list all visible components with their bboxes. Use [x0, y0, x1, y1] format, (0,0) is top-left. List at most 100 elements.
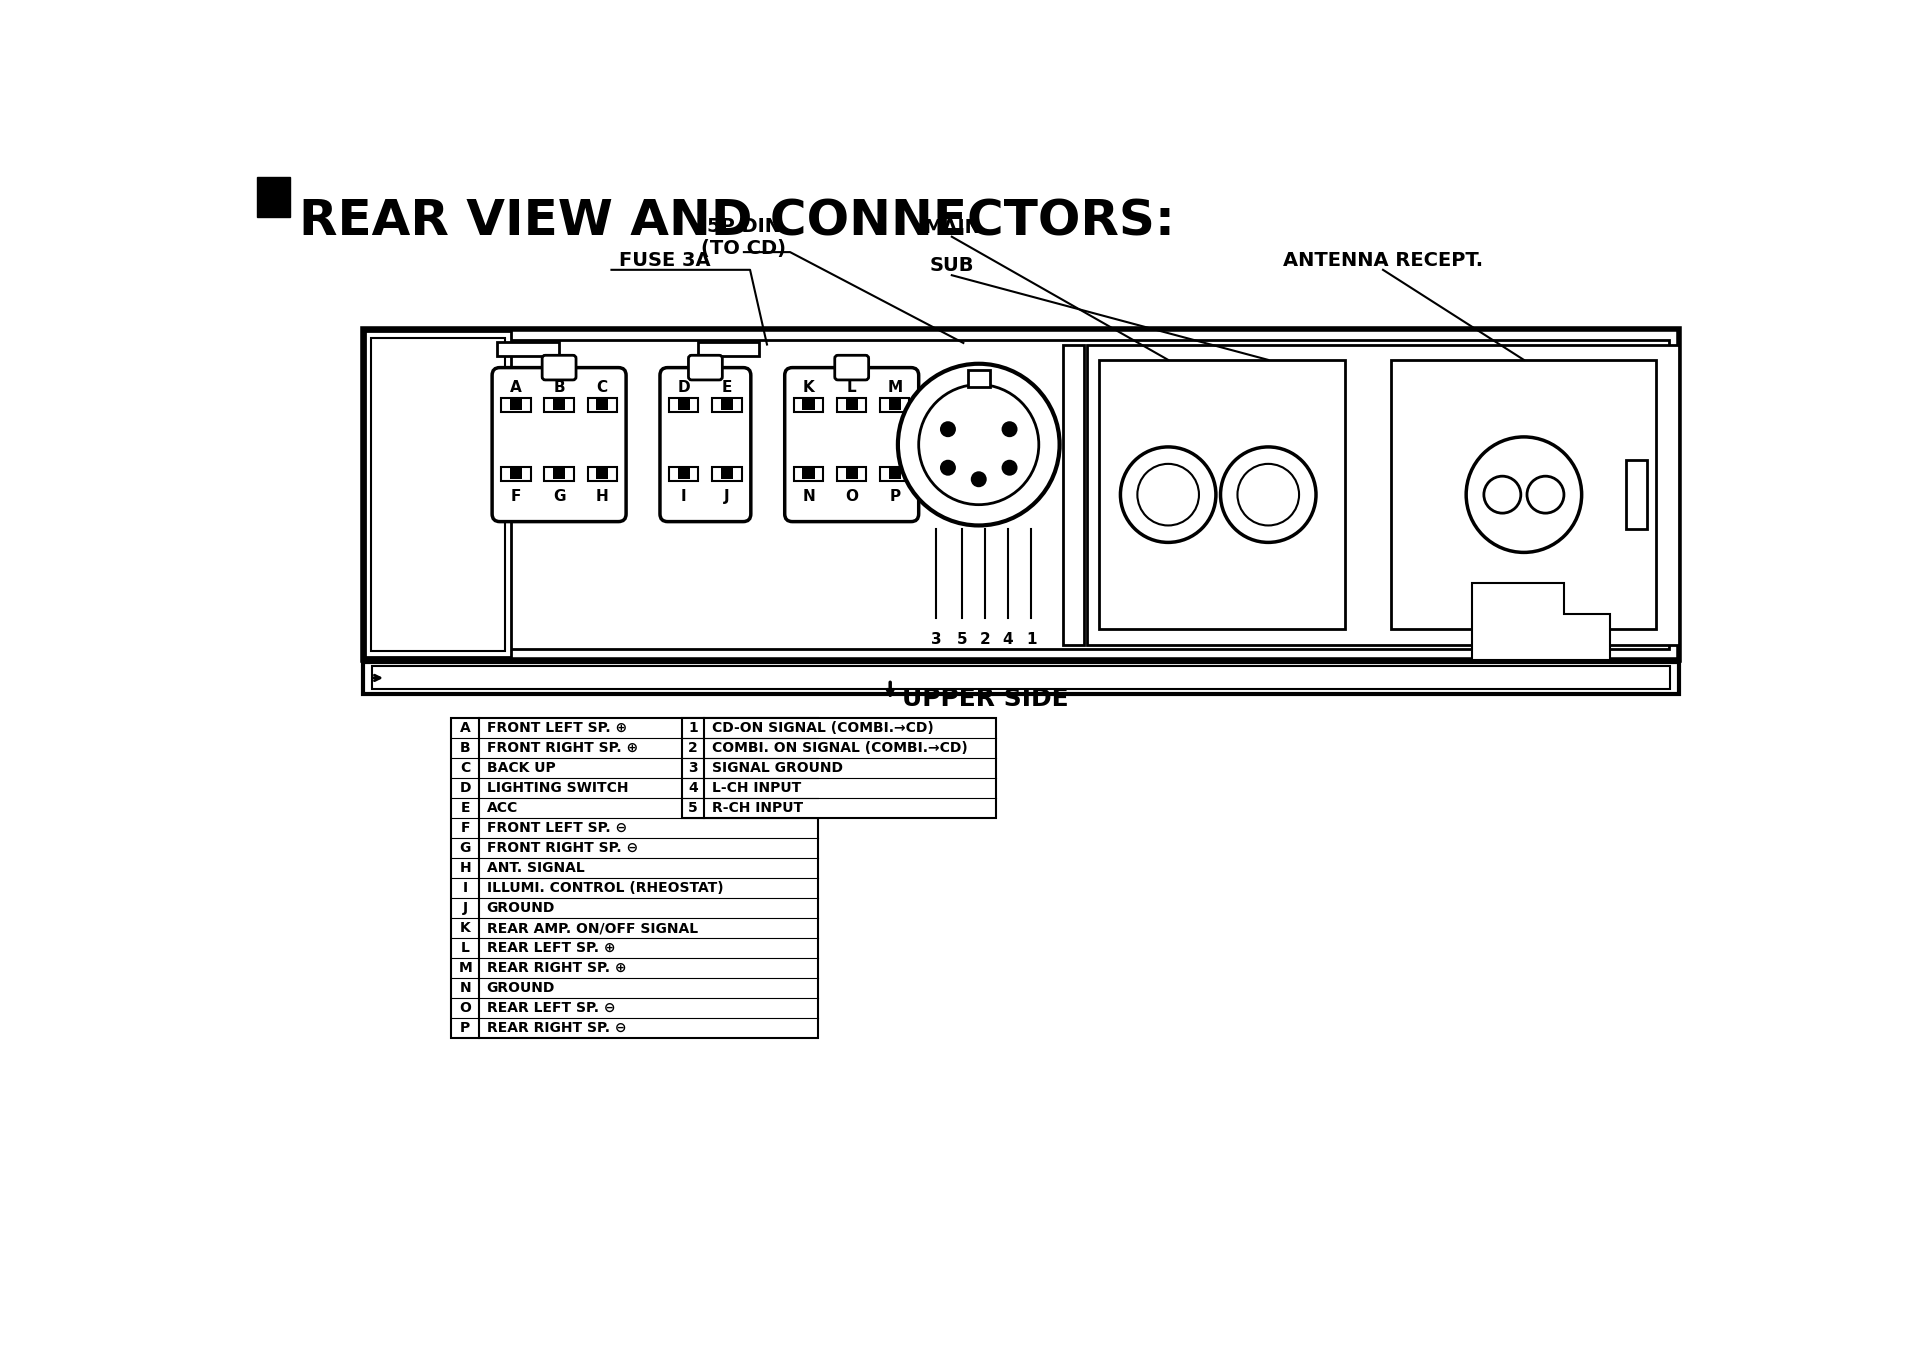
Text: C: C — [460, 761, 470, 776]
Bar — [802, 399, 815, 410]
Text: FUSE 3A: FUSE 3A — [619, 251, 710, 270]
Circle shape — [1121, 447, 1216, 542]
Bar — [682, 718, 996, 818]
FancyBboxPatch shape — [834, 356, 869, 380]
Text: G: G — [460, 841, 472, 855]
Circle shape — [941, 461, 954, 474]
Bar — [498, 342, 559, 356]
Text: K: K — [802, 380, 815, 395]
Text: 1: 1 — [689, 721, 699, 735]
Circle shape — [1527, 476, 1563, 512]
Text: ANT. SIGNAL: ANT. SIGNAL — [487, 861, 584, 875]
Text: FRONT RIGHT SP. ⊕: FRONT RIGHT SP. ⊕ — [487, 741, 638, 755]
Text: UPPER SIDE: UPPER SIDE — [901, 687, 1069, 711]
Text: A: A — [510, 380, 521, 395]
Text: 3: 3 — [689, 761, 699, 776]
Bar — [1063, 345, 1084, 645]
Text: O: O — [846, 489, 859, 504]
Text: CD-ON SIGNAL (COMBI.→CD): CD-ON SIGNAL (COMBI.→CD) — [712, 721, 934, 735]
Bar — [374, 339, 1668, 649]
Text: D: D — [678, 380, 691, 395]
Text: L-CH INPUT: L-CH INPUT — [712, 781, 800, 795]
Text: J: J — [724, 489, 729, 504]
Text: GROUND: GROUND — [487, 901, 556, 915]
Bar — [794, 398, 823, 412]
Text: REAR LEFT SP. ⊖: REAR LEFT SP. ⊖ — [487, 1002, 615, 1015]
Text: B: B — [554, 380, 565, 395]
Text: B: B — [460, 741, 470, 755]
Bar — [836, 398, 867, 412]
Circle shape — [1483, 476, 1521, 512]
Text: 5P DIN
(TO CD): 5P DIN (TO CD) — [701, 218, 787, 259]
Circle shape — [1138, 463, 1199, 526]
Text: D: D — [460, 781, 472, 795]
Text: M: M — [888, 380, 903, 395]
Text: REAR RIGHT SP. ⊖: REAR RIGHT SP. ⊖ — [487, 1021, 626, 1036]
Text: BACK UP: BACK UP — [487, 761, 556, 776]
Bar — [554, 469, 565, 480]
Bar — [588, 398, 617, 412]
Text: 2: 2 — [979, 631, 991, 646]
Circle shape — [1220, 447, 1315, 542]
FancyBboxPatch shape — [785, 368, 918, 522]
Text: 5: 5 — [956, 631, 968, 646]
Text: O: O — [460, 1002, 472, 1015]
Text: 4: 4 — [1002, 631, 1014, 646]
Text: P: P — [460, 1021, 470, 1036]
Circle shape — [1002, 423, 1016, 436]
Text: REAR VIEW AND CONNECTORS:: REAR VIEW AND CONNECTORS: — [300, 198, 1174, 245]
Bar — [370, 338, 506, 652]
Bar — [588, 468, 617, 481]
Bar — [1088, 345, 1680, 645]
Circle shape — [897, 364, 1059, 526]
Text: REAR AMP. ON/OFF SIGNAL: REAR AMP. ON/OFF SIGNAL — [487, 921, 699, 935]
Text: ANTENNA RECEPT.: ANTENNA RECEPT. — [1283, 251, 1483, 270]
Text: MAIN: MAIN — [922, 218, 981, 237]
Bar — [880, 398, 909, 412]
Bar — [1392, 360, 1657, 630]
Text: SIGNAL GROUND: SIGNAL GROUND — [712, 761, 842, 776]
Text: REAR RIGHT SP. ⊕: REAR RIGHT SP. ⊕ — [487, 961, 626, 975]
Text: 1: 1 — [1025, 631, 1037, 646]
Text: E: E — [460, 801, 470, 815]
Text: G: G — [554, 489, 565, 504]
Text: 3: 3 — [932, 631, 941, 646]
Text: A: A — [460, 721, 470, 735]
Text: 4: 4 — [689, 781, 699, 795]
Bar — [968, 369, 989, 387]
Text: P: P — [890, 489, 901, 504]
Text: L: L — [848, 380, 857, 395]
FancyBboxPatch shape — [661, 368, 750, 522]
Text: REAR LEFT SP. ⊕: REAR LEFT SP. ⊕ — [487, 942, 615, 955]
Text: N: N — [460, 981, 472, 995]
FancyBboxPatch shape — [542, 356, 577, 380]
Text: FRONT LEFT SP. ⊕: FRONT LEFT SP. ⊕ — [487, 721, 626, 735]
Text: 2: 2 — [689, 741, 699, 755]
Bar — [1626, 459, 1647, 529]
Text: N: N — [802, 489, 815, 504]
Bar — [554, 399, 565, 410]
Bar — [544, 468, 575, 481]
Text: ACC: ACC — [487, 801, 517, 815]
Text: FRONT LEFT SP. ⊖: FRONT LEFT SP. ⊖ — [487, 821, 626, 836]
Bar — [722, 399, 733, 410]
Bar — [510, 399, 523, 410]
Bar — [596, 399, 609, 410]
Circle shape — [1237, 463, 1298, 526]
Text: GROUND: GROUND — [487, 981, 556, 995]
Circle shape — [1466, 438, 1583, 552]
Bar — [502, 468, 531, 481]
Bar — [846, 399, 857, 410]
Bar — [596, 469, 609, 480]
Circle shape — [918, 384, 1038, 504]
Bar — [372, 667, 1670, 690]
Bar — [846, 469, 857, 480]
Text: J: J — [462, 901, 468, 915]
Circle shape — [972, 473, 985, 487]
Text: C: C — [598, 380, 607, 395]
Text: K: K — [460, 921, 470, 935]
Bar — [880, 468, 909, 481]
Bar — [544, 398, 575, 412]
Bar — [890, 399, 901, 410]
Text: I: I — [682, 489, 687, 504]
